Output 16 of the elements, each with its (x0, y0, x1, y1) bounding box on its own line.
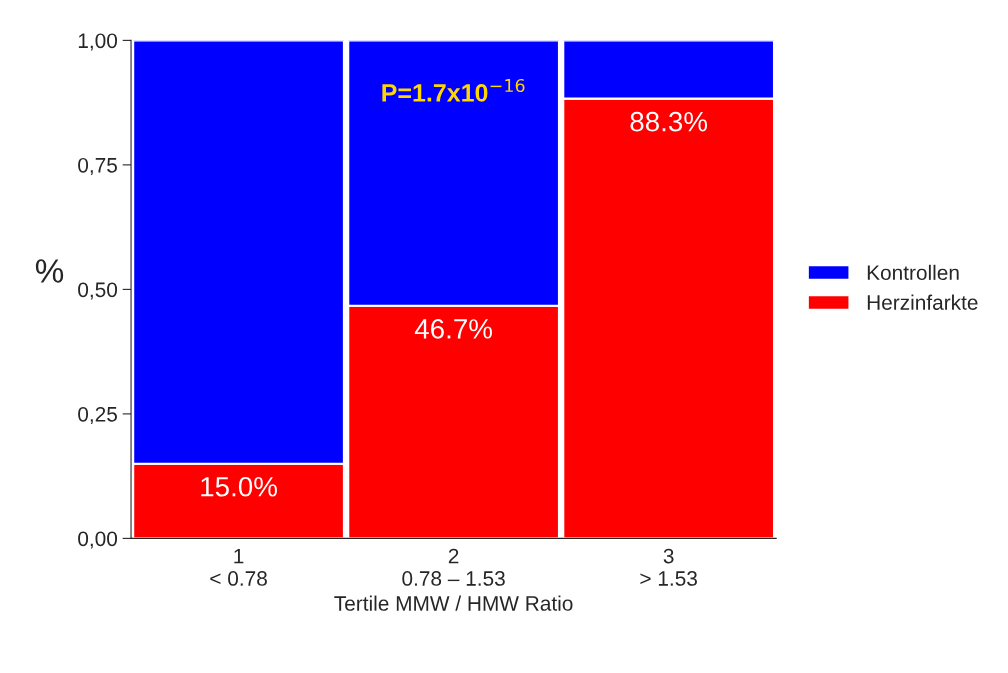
y-axis-title: % (35, 259, 64, 283)
x-axis-title: Tertile MMW / HMW Ratio (334, 595, 573, 611)
legend-label: Herzinfarkte (867, 294, 978, 310)
x-tick-label: 3 > 1.53 (640, 548, 697, 586)
x-tick-label: 2 0.78 – 1.53 (402, 548, 505, 586)
y-tick-label: 0,00 (78, 531, 118, 549)
y-tick-label: 0,75 (78, 157, 117, 176)
data-label: 15.0% (201, 476, 277, 497)
annotation: P=1.7x10$^{−16}$ (382, 78, 525, 102)
data-label: 88.3% (630, 111, 708, 132)
y-tick-label: 0,50 (78, 282, 118, 300)
legend-label: Kontrollen (867, 264, 959, 281)
x-tick-label: 1 < 0.78 (210, 548, 267, 586)
y-tick-label: 0,25 (78, 406, 117, 425)
data-label: 46.7% (414, 319, 492, 339)
y-tick-label: 1,00 (78, 33, 118, 51)
